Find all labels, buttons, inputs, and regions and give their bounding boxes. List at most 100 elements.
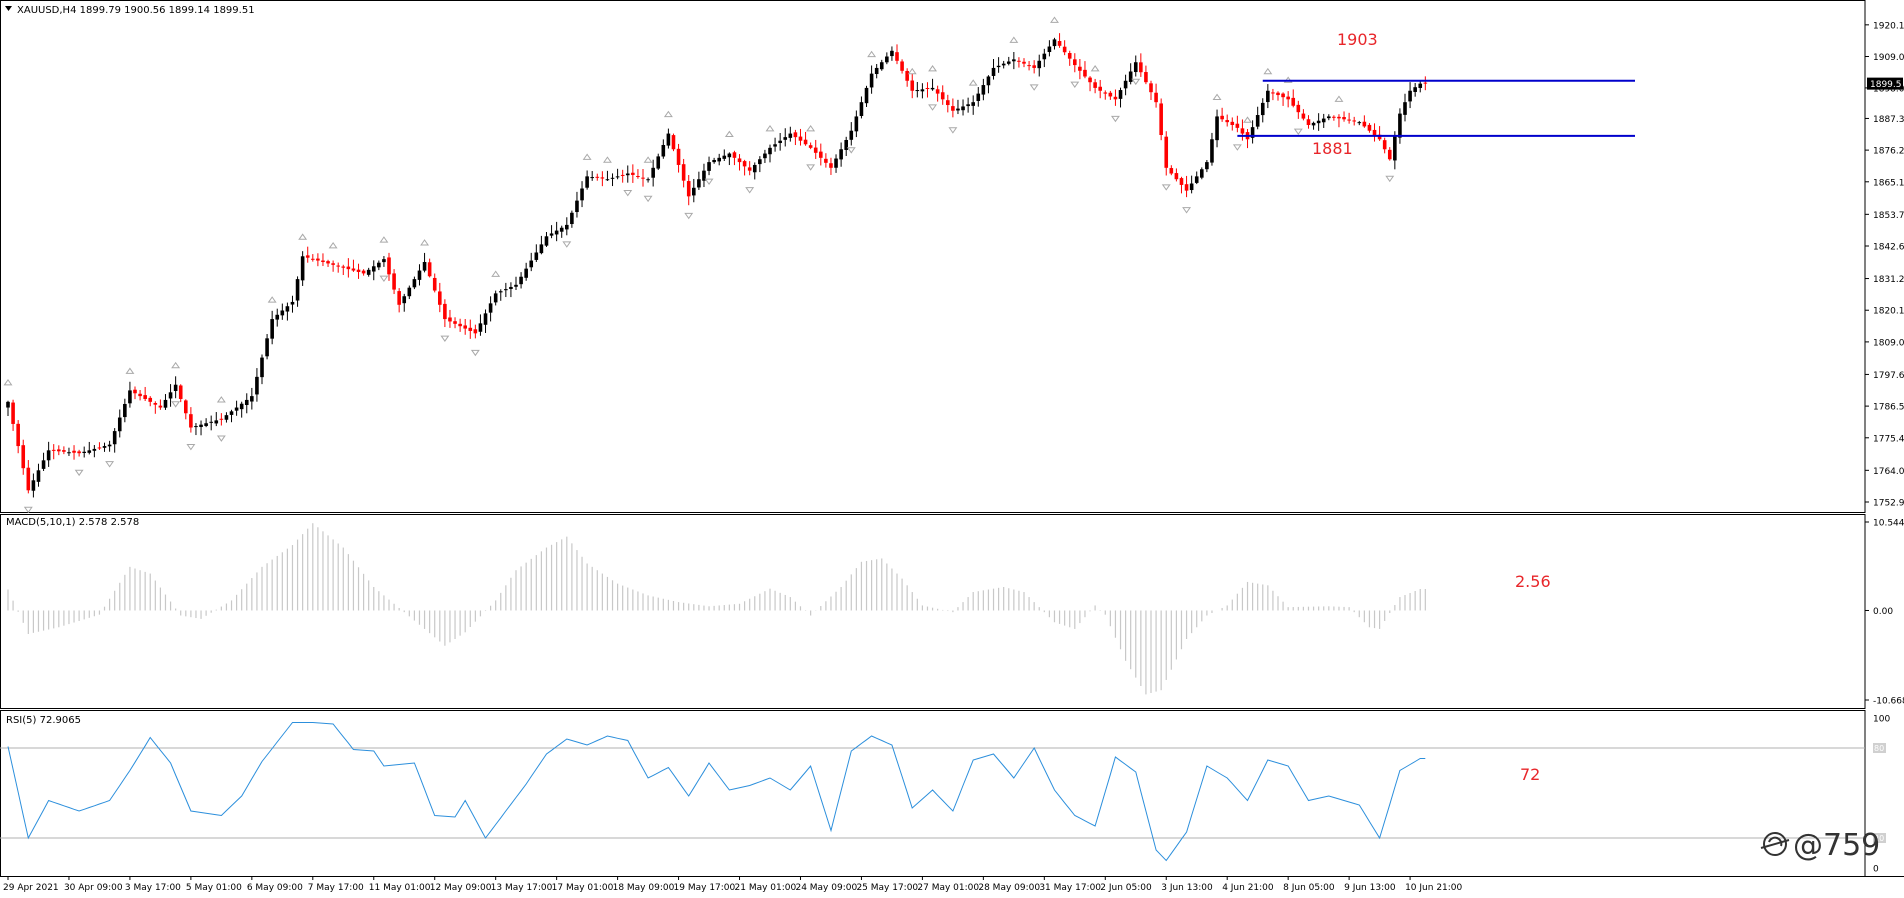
fractal-down-marker	[470, 349, 480, 357]
time-tick-label: 29 Apr 2021	[3, 883, 59, 893]
candle-body	[1088, 77, 1092, 83]
candle-body	[92, 448, 97, 451]
candle-body	[625, 173, 630, 176]
candle-body	[1006, 61, 1011, 64]
fractal-down-marker	[684, 212, 694, 220]
candle-body	[392, 273, 396, 290]
candle-body	[255, 376, 259, 395]
time-tick-label: 6 May 09:00	[247, 883, 303, 893]
current-price-badge	[1867, 77, 1903, 90]
candle-body	[366, 269, 371, 275]
candle-body	[280, 310, 285, 316]
fractal-down-marker	[1232, 144, 1242, 151]
candle-body	[570, 212, 574, 225]
candle-body	[438, 291, 442, 305]
candle-body	[681, 164, 686, 181]
time-tick-label: 13 May 17:00	[491, 883, 553, 893]
candle-body	[82, 451, 86, 453]
candle-body	[742, 161, 747, 167]
candle-body	[605, 179, 610, 181]
candle-body	[229, 411, 234, 415]
candle-body	[519, 276, 523, 285]
candle-body	[427, 262, 432, 277]
candle-body	[16, 423, 20, 447]
fractal-up-marker	[3, 378, 13, 386]
macd-tick-label: 10.544	[1873, 519, 1904, 529]
fractal-down-marker	[23, 506, 33, 514]
candle-body	[717, 157, 721, 162]
candle-body	[600, 177, 605, 179]
candle-body	[6, 401, 10, 408]
candle-body	[1174, 173, 1179, 180]
candle-body	[595, 176, 600, 178]
candle-body	[41, 460, 46, 469]
candle-body	[1362, 121, 1367, 127]
candle-body	[1225, 120, 1229, 123]
candle-body	[529, 260, 534, 268]
candle-body	[72, 450, 76, 453]
candle-body	[1306, 119, 1311, 126]
candle-body	[554, 230, 559, 235]
candle-body	[1372, 129, 1377, 135]
candle-body	[1403, 102, 1407, 115]
fractal-up-marker	[582, 153, 592, 160]
candle-body	[966, 104, 970, 107]
candle-body	[1210, 139, 1214, 163]
fractal-down-marker	[1161, 184, 1171, 191]
time-tick-label: 2 Jun 05:00	[1100, 883, 1152, 893]
time-tick-label: 7 May 17:00	[308, 883, 364, 893]
candle-body	[1093, 82, 1097, 88]
candle-body	[153, 403, 158, 405]
candle-body	[97, 447, 102, 449]
candle-body	[935, 89, 940, 94]
candle-body	[1271, 92, 1275, 94]
candle-body	[1327, 116, 1331, 119]
candle-body	[46, 450, 51, 461]
candle-body	[946, 100, 950, 106]
candle-body	[1347, 119, 1351, 121]
fractal-up-marker	[1212, 93, 1222, 100]
time-tick-label: 25 May 17:00	[856, 883, 918, 893]
candle-body	[803, 139, 808, 145]
candle-body	[631, 172, 635, 175]
candle-body	[1057, 41, 1062, 46]
candle-body	[102, 446, 107, 448]
candle-body	[1266, 90, 1270, 103]
fractal-up-marker	[1090, 65, 1100, 72]
candle-body	[768, 147, 772, 155]
candle-body	[656, 156, 661, 169]
candle-body	[1042, 53, 1047, 60]
candle-body	[819, 151, 823, 158]
candle-body	[890, 50, 894, 57]
price-tick-label: 1876.2	[1873, 147, 1904, 157]
candle-body	[854, 116, 859, 132]
candle-body	[544, 236, 549, 246]
price-tick-label: 1775.4	[1873, 434, 1904, 444]
fractal-down-marker	[1182, 207, 1192, 214]
axes-layer: 1920.11909.01898.01887.31876.21865.11853…	[3, 21, 1904, 893]
candle-body	[905, 70, 909, 81]
fractal-down-marker	[948, 127, 958, 134]
macd-title: MACD(5,10,1) 2.578 2.578	[6, 517, 139, 528]
candle-body	[1240, 128, 1245, 134]
collapse-triangle-icon[interactable]	[5, 6, 12, 11]
candle-body	[615, 176, 620, 178]
candle-body	[148, 397, 153, 402]
time-tick-label: 10 Jun 21:00	[1405, 883, 1462, 893]
candle-body	[758, 159, 762, 165]
fractal-up-marker	[907, 67, 917, 75]
fractal-down-marker	[379, 275, 389, 283]
fractal-down-marker	[171, 401, 181, 408]
fractal-up-marker	[379, 236, 389, 243]
candle-body	[1200, 169, 1204, 178]
candle-body	[199, 424, 203, 427]
fractal-up-marker	[298, 233, 308, 240]
candle-body	[1418, 83, 1423, 88]
fractal-down-marker	[105, 461, 115, 468]
time-tick-label: 8 Jun 05:00	[1283, 883, 1335, 893]
candle-body	[920, 89, 925, 92]
candle-body	[1037, 60, 1042, 69]
fractal-up-marker	[1334, 95, 1344, 102]
candle-body	[575, 200, 579, 213]
candle-body	[808, 145, 813, 148]
